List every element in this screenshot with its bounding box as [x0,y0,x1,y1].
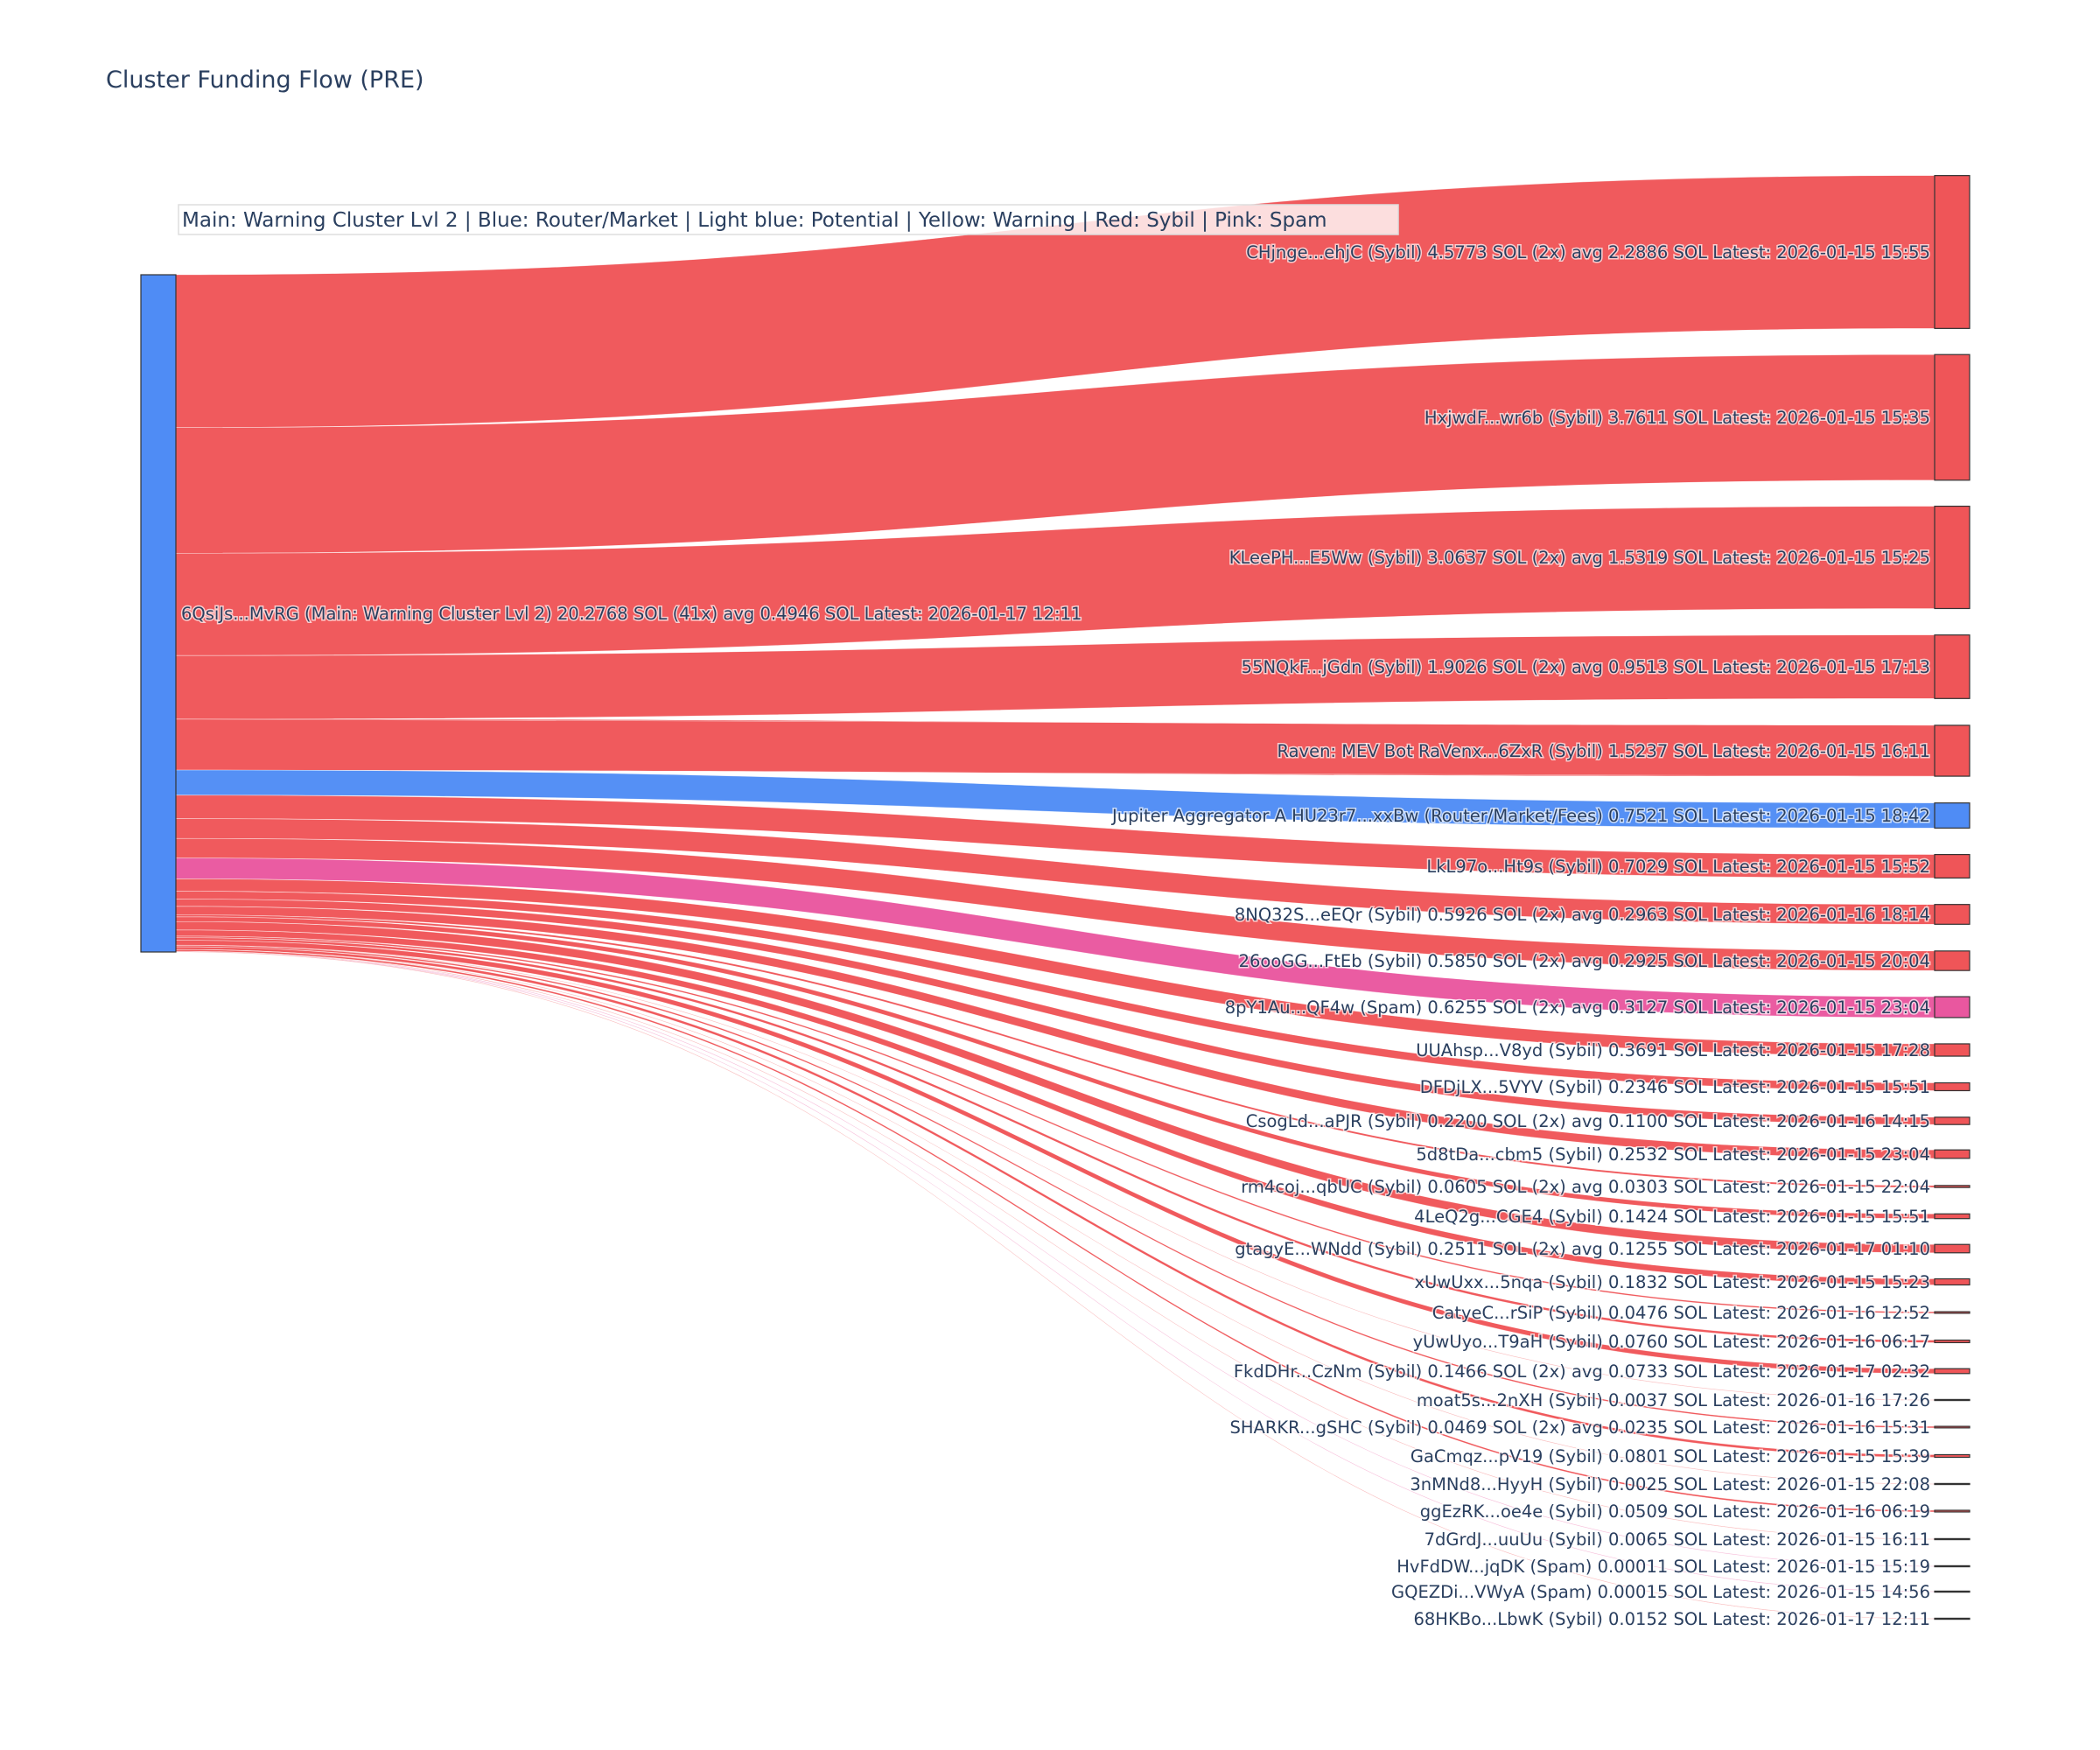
target-node-27[interactable] [1934,1564,1970,1568]
target-label-0: CHjnge...ehjC (Sybil) 4.5773 SOL (2x) av… [1246,242,1930,262]
source-node[interactable] [140,274,177,953]
target-node-21[interactable] [1934,1398,1970,1402]
target-node-14[interactable] [1934,1185,1970,1188]
target-node-9[interactable] [1934,996,1970,1018]
target-node-7[interactable] [1934,904,1970,925]
target-label-14: rm4coj...qbUC (Sybil) 0.0605 SOL (2x) av… [1241,1177,1930,1197]
target-node-1[interactable] [1934,354,1970,481]
target-node-13[interactable] [1934,1149,1970,1159]
target-node-0[interactable] [1934,175,1970,329]
target-node-16[interactable] [1934,1243,1970,1254]
target-label-26: 7dGrdJ...uuUu (Sybil) 0.0065 SOL Latest:… [1424,1530,1930,1550]
target-label-23: GaCmqz...pV19 (Sybil) 0.0801 SOL Latest:… [1410,1446,1930,1466]
target-label-25: ggEzRK...oe4e (Sybil) 0.0509 SOL Latest:… [1420,1502,1930,1522]
target-label-11: DFDjLX...5VYV (Sybil) 0.2346 SOL Latest:… [1420,1077,1930,1097]
target-node-17[interactable] [1934,1278,1970,1286]
target-node-20[interactable] [1934,1368,1970,1375]
target-label-24: 3nMNd8...HyyH (Sybil) 0.0025 SOL Latest:… [1410,1474,1930,1494]
target-node-23[interactable] [1934,1453,1970,1459]
target-label-15: 4LeQ2g...CGE4 (Sybil) 0.1424 SOL Latest:… [1414,1207,1930,1227]
target-label-20: FkdDHr...CzNm (Sybil) 0.1466 SOL (2x) av… [1234,1362,1930,1382]
nodes-layer [140,175,1970,1620]
source-label: 6QsiJs...MvRG (Main: Warning Cluster Lvl… [181,604,1082,624]
target-label-19: yUwUyo...T9aH (Sybil) 0.0760 SOL Latest:… [1413,1332,1930,1352]
target-label-10: UUAhsp...V8yd (Sybil) 0.3691 SOL Latest:… [1416,1040,1930,1060]
target-label-18: CatyeC...rSiP (Sybil) 0.0476 SOL Latest:… [1432,1303,1930,1323]
target-node-4[interactable] [1934,724,1970,777]
target-node-15[interactable] [1934,1213,1970,1220]
target-label-22: SHARKR...gSHC (Sybil) 0.0469 SOL (2x) av… [1229,1418,1930,1438]
target-node-11[interactable] [1934,1082,1970,1092]
target-label-2: KLeePH...E5Ww (Sybil) 3.0637 SOL (2x) av… [1229,548,1930,568]
target-label-8: 26ooGG...FtEb (Sybil) 0.5850 SOL (2x) av… [1239,951,1930,971]
legend-text: Main: Warning Cluster Lvl 2 | Blue: Rout… [182,209,1327,232]
target-label-16: gtagyE...WNdd (Sybil) 0.2511 SOL (2x) av… [1235,1239,1930,1259]
target-node-3[interactable] [1934,634,1970,699]
target-node-25[interactable] [1934,1509,1970,1513]
target-label-27: HvFdDW...jqDK (Spam) 0.00011 SOL Latest:… [1396,1557,1930,1577]
target-label-9: 8pY1Au...QF4w (Spam) 0.6255 SOL (2x) avg… [1225,998,1930,1018]
target-node-8[interactable] [1934,950,1970,971]
target-node-26[interactable] [1934,1537,1970,1541]
target-node-29[interactable] [1934,1617,1970,1620]
legend-box [178,204,1399,235]
target-label-13: 5d8tDa...cbm5 (Sybil) 0.2532 SOL Latest:… [1416,1144,1930,1165]
target-node-24[interactable] [1934,1482,1970,1486]
target-label-4: Raven: MEV Bot RaVenx...6ZxR (Sybil) 1.5… [1277,741,1930,761]
target-label-3: 55NQkF...jGdn (Sybil) 1.9026 SOL (2x) av… [1242,657,1930,677]
target-label-6: LkL97o...Ht9s (Sybil) 0.7029 SOL Latest:… [1426,857,1930,877]
links-layer [175,175,1936,1620]
legend-annotation: Main: Warning Cluster Lvl 2 | Blue: Rout… [178,204,1399,235]
target-node-22[interactable] [1934,1425,1970,1429]
labels-layer: CHjnge...ehjC (Sybil) 4.5773 SOL (2x) av… [180,242,1932,1631]
target-node-10[interactable] [1934,1043,1970,1057]
target-node-12[interactable] [1934,1116,1970,1125]
target-node-6[interactable] [1934,853,1970,879]
target-node-18[interactable] [1934,1311,1970,1314]
target-label-12: CsogLd...aPJR (Sybil) 0.2200 SOL (2x) av… [1246,1111,1930,1131]
target-node-19[interactable] [1934,1339,1970,1344]
target-node-5[interactable] [1934,802,1970,829]
target-label-1: HxjwdF...wr6b (Sybil) 3.7611 SOL Latest:… [1424,408,1930,428]
target-node-28[interactable] [1934,1590,1970,1593]
target-node-2[interactable] [1934,505,1970,610]
target-label-29: 68HKBo...LbwK (Sybil) 0.0152 SOL Latest:… [1413,1609,1930,1629]
target-label-7: 8NQ32S...eEQr (Sybil) 0.5926 SOL (2x) av… [1235,905,1930,925]
target-label-5: Jupiter Aggregator A HU23r7...xxBw (Rout… [1110,806,1930,826]
chart-title: Cluster Funding Flow (PRE) [106,66,424,94]
target-label-28: GQEZDi...VWyA (Spam) 0.00015 SOL Latest:… [1391,1582,1930,1602]
target-label-17: xUwUxx...5nqa (Sybil) 0.1832 SOL Latest:… [1414,1272,1930,1292]
target-label-21: moat5s...2nXH (Sybil) 0.0037 SOL Latest:… [1417,1390,1930,1410]
